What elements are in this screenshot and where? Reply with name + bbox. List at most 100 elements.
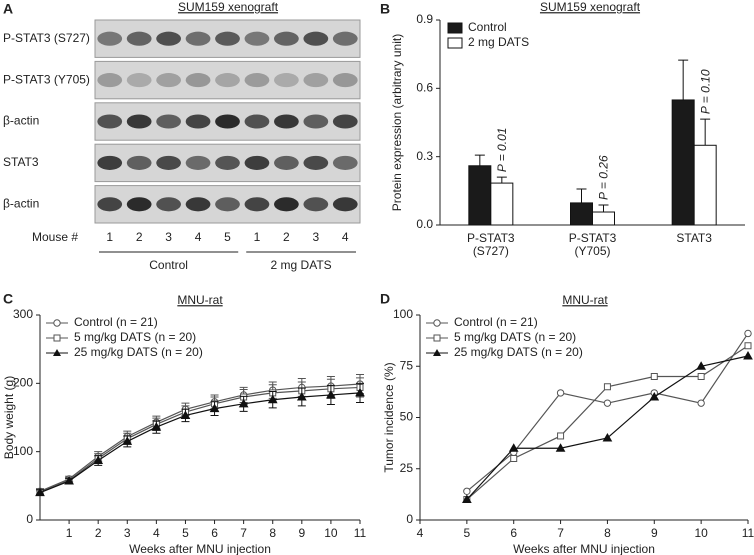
x-tick-label: 11 [354,526,367,540]
band [126,197,152,212]
chart-title: MNU-rat [177,293,223,307]
legend-label: 5 mg/kg DATS (n = 20) [74,330,196,344]
marker [697,399,705,407]
band [185,155,211,170]
legend-symbol [433,334,441,342]
marker [326,389,336,399]
x-tick-label: 6 [510,526,517,540]
chart-title: SUM159 xenograft [540,0,641,14]
y-tick-label: 75 [400,358,414,372]
lane: 2 [136,230,143,244]
band [244,31,270,46]
band [215,197,240,212]
legend-label: Control (n = 21) [454,315,538,329]
x-axis-label: Weeks after MNU injection [513,542,655,555]
y-tick-label: 200 [13,376,33,390]
error-bar [496,176,507,184]
marker [650,373,658,380]
legend-label: 25 mg/kg DATS (n = 20) [454,345,583,359]
marker [122,436,133,445]
panel-label: D [380,291,390,307]
x-tick-label: 8 [269,526,276,540]
band [244,114,270,129]
band [126,155,152,170]
band [215,155,240,170]
error-bar [576,188,587,203]
y-tick-label: 0 [406,512,413,526]
band [126,31,152,46]
marker [209,403,220,413]
band [97,197,123,212]
y-tick-label: 300 [13,307,33,321]
marker [696,361,707,370]
p-value: P = 0.26 [597,155,611,200]
band [274,31,299,46]
marker [267,394,278,404]
band [126,73,152,88]
x-tick-label: 6 [211,526,218,540]
x-tick-label: 10 [324,526,338,540]
y-tick-label: 100 [393,307,413,321]
x-tick-label: 7 [557,526,564,540]
band [274,73,299,88]
band [303,73,329,88]
chart-title: SUM159 xenograft [178,0,279,14]
band [303,114,329,129]
y-axis-label: Body weight (g) [2,376,16,459]
legend-swatch [447,37,463,49]
bar [693,144,717,226]
marker [743,350,753,360]
marker [463,487,471,495]
legend-label: Control [468,20,507,34]
x-tick-label: 9 [651,526,658,540]
y-tick-label: 0.9 [416,12,433,26]
marker [649,391,660,401]
chart-title: MNU-rat [562,293,608,307]
row-label: P-STAT3 (Y705) [3,72,90,86]
x-tick-label: 5 [182,526,189,540]
marker [555,443,566,452]
legend-symbol [53,349,61,356]
band [97,114,123,129]
series-line [39,383,361,492]
x-axis-label: Weeks after MNU injection [129,542,271,555]
row-label: STAT3 [3,155,39,169]
marker [93,455,104,465]
bar [592,211,615,226]
marker [355,387,365,397]
lane: 5 [224,230,231,244]
bar [468,165,492,226]
band [156,197,181,212]
error-bar [474,154,485,166]
legend-label: 25 mg/kg DATS (n = 20) [74,345,203,359]
band [332,31,358,46]
band [303,31,329,46]
marker [603,383,611,391]
p-value: P = 0.01 [495,128,509,173]
panel-label: A [3,1,13,17]
series-line [466,345,749,500]
x-tick-label: STAT3 [676,231,712,245]
band [244,197,270,212]
band [303,197,329,212]
legend-marker [433,334,441,342]
error-bar [678,59,689,100]
band [156,114,181,129]
x-tick-label: 10 [694,526,708,540]
y-axis-label: Protein expression (arbitrary unit) [390,34,404,211]
legend-swatch [447,22,463,34]
y-tick-label: 100 [13,444,33,458]
x-tick-label: 3 [124,526,131,540]
legend-label: 5 mg/kg DATS (n = 20) [454,330,576,344]
band [185,73,211,88]
band [185,197,211,212]
legend-symbol [53,319,61,327]
band [274,155,299,170]
lane: 2 [283,230,290,244]
legend-symbol [433,319,441,327]
marker [64,476,74,485]
marker [180,410,191,419]
y-tick-label: 25 [400,461,414,475]
blot-strip [94,60,361,100]
